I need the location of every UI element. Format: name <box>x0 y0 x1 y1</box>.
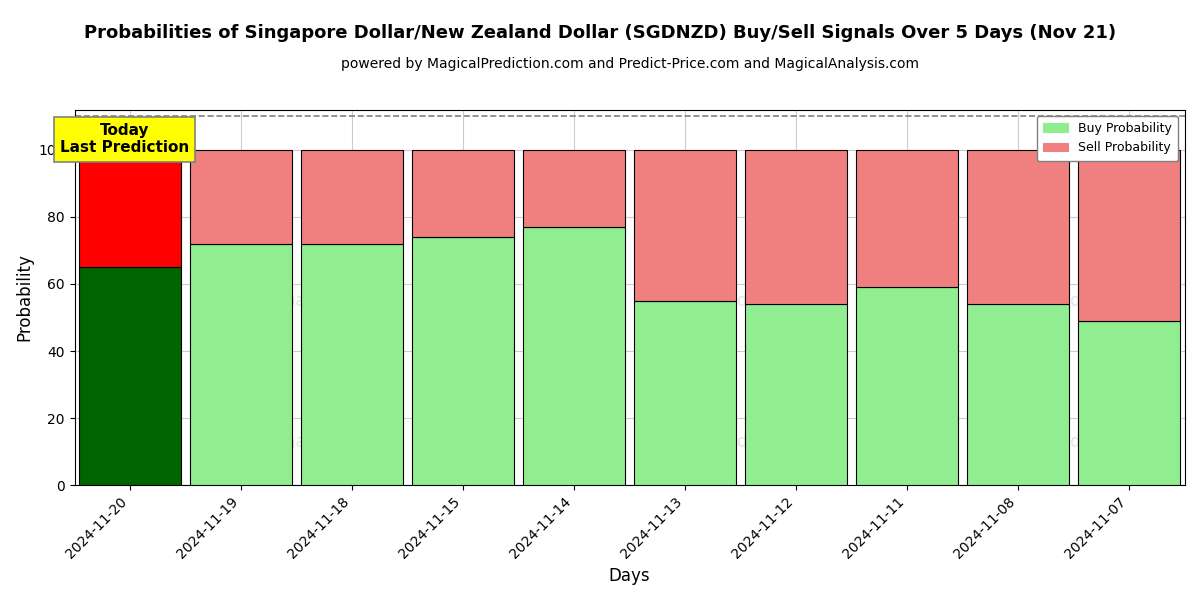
Bar <box>523 227 625 485</box>
Text: MagicalPrediction.com: MagicalPrediction.com <box>647 292 834 310</box>
Text: Probabilities of Singapore Dollar/New Zealand Dollar (SGDNZD) Buy/Sell Signals O: Probabilities of Singapore Dollar/New Ze… <box>84 24 1116 42</box>
Bar <box>301 150 403 244</box>
Bar <box>967 150 1069 304</box>
Bar <box>634 150 736 301</box>
Bar <box>412 150 514 237</box>
Bar <box>190 244 292 485</box>
Bar <box>523 150 625 227</box>
Text: Today
Last Prediction: Today Last Prediction <box>60 123 190 155</box>
Bar <box>745 304 847 485</box>
Text: MagicalAnalysis.com: MagicalAnalysis.com <box>210 433 383 451</box>
Text: MagicalPrediction.com: MagicalPrediction.com <box>647 433 834 451</box>
Bar <box>745 150 847 304</box>
X-axis label: Days: Days <box>608 567 650 585</box>
Bar <box>412 237 514 485</box>
Bar <box>79 150 181 267</box>
Bar <box>967 304 1069 485</box>
Text: MagicalAnalysis.com: MagicalAnalysis.com <box>210 292 383 310</box>
Text: MagicalPrediction.com: MagicalPrediction.com <box>980 292 1168 310</box>
Y-axis label: Probability: Probability <box>16 253 34 341</box>
Legend: Buy Probability, Sell Probability: Buy Probability, Sell Probability <box>1037 116 1178 161</box>
Text: MagicalPrediction.com: MagicalPrediction.com <box>980 433 1168 451</box>
Bar <box>634 301 736 485</box>
Bar <box>190 150 292 244</box>
Bar <box>1078 150 1180 321</box>
Bar <box>856 150 958 287</box>
Bar <box>301 244 403 485</box>
Title: powered by MagicalPrediction.com and Predict-Price.com and MagicalAnalysis.com: powered by MagicalPrediction.com and Pre… <box>341 57 919 71</box>
Bar <box>79 267 181 485</box>
Bar <box>1078 321 1180 485</box>
Bar <box>856 287 958 485</box>
